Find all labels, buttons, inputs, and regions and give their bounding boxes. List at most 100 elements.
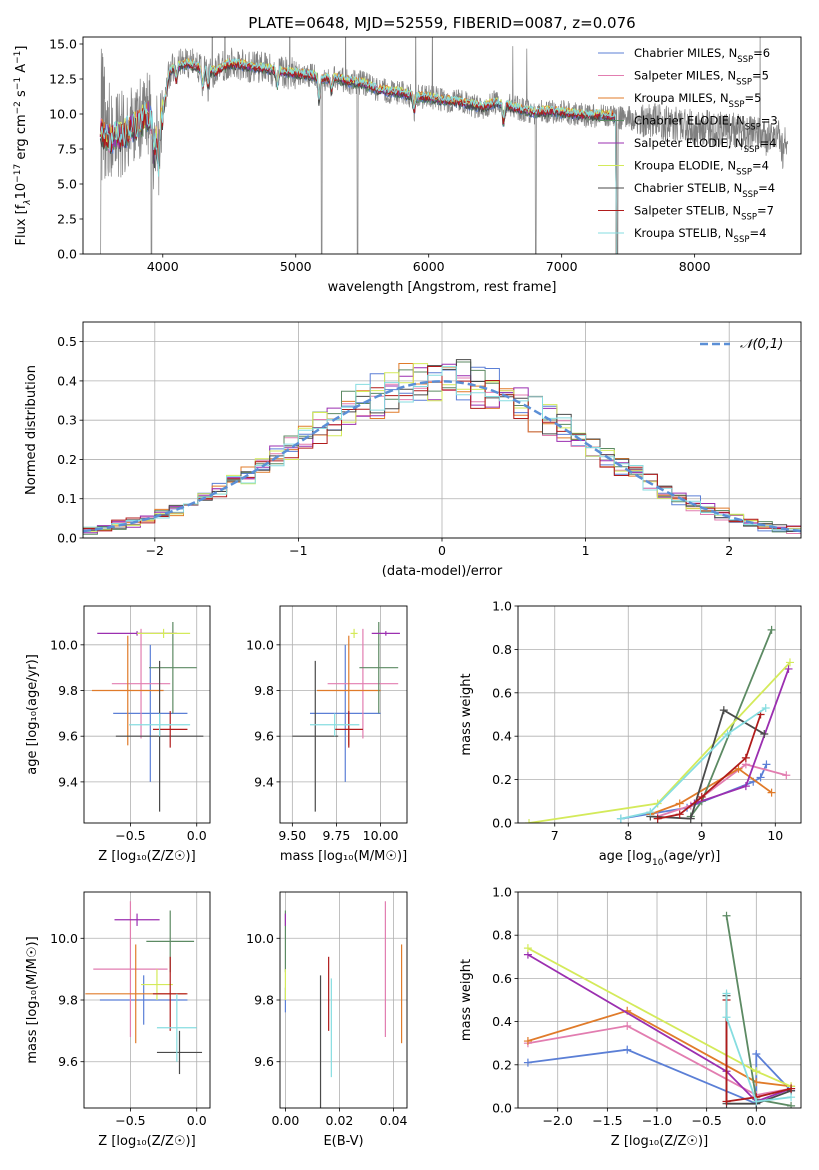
- y-tick-label: 9.8: [58, 683, 78, 698]
- legend-post: =7: [757, 204, 774, 218]
- weight-marker: [722, 1013, 731, 1022]
- weight-line: [527, 953, 792, 1103]
- errorbar-point: [156, 1030, 203, 1075]
- model-line: [99, 58, 617, 254]
- x-tick-label: 8000: [679, 259, 711, 274]
- model-line: [99, 62, 617, 254]
- model-line: [99, 59, 617, 254]
- x-tick-label: −1.5: [592, 1113, 622, 1128]
- y-tick-label: 10.0: [50, 637, 78, 652]
- y-tick-label: 0.6: [492, 971, 512, 986]
- ticks: −2 −1 0 1 2 0.0 0.1 0.2 0.3 0.4 0.5: [57, 334, 733, 558]
- x-axis-label: (data-model)/error: [382, 564, 503, 579]
- y-axis-label: Flux [fλ10−17 erg cm−2 s−1 A−1]: [13, 46, 33, 246]
- grid: [280, 892, 407, 1108]
- y-tick-label: 0.2: [57, 452, 77, 467]
- x-tick-label: 7000: [546, 259, 578, 274]
- weight-marker: [523, 944, 532, 953]
- errorbar-point: [111, 628, 171, 739]
- y-tick-label: 10.0: [246, 931, 274, 946]
- legend-sub: SSP: [737, 55, 753, 65]
- weight-line: [527, 1024, 792, 1096]
- axes-frame: [83, 605, 211, 824]
- weight-series: [722, 911, 796, 1108]
- legend-post: =4: [752, 159, 769, 173]
- y-tick-label: 0.4: [492, 729, 512, 744]
- ticks: 4000 5000 6000 7000 8000 0.0 2.5 5.0 7.5 10.0 12.5…: [49, 37, 710, 275]
- weight-marker: [760, 730, 769, 739]
- weight-line: [725, 1000, 792, 1103]
- weight-marker: [782, 771, 791, 780]
- y-tick-label: 9.6: [58, 729, 78, 744]
- y-tick-label: 9.8: [58, 993, 78, 1008]
- axes-spectrum: 4000 5000 6000 7000 8000 0.0 2.5 5.0 7.5 10.0 12.5…: [13, 37, 802, 295]
- axes-massweight_vs_age: 7 8 9 10 0.0 0.2 0.4 0.6 0.8 1.0 mass weight age [l…: [459, 599, 802, 868]
- y-tick-label: 9.6: [58, 1054, 78, 1069]
- legend-item: Chabrier MILES, NSSP=6: [598, 46, 770, 65]
- y-tick-label: 0.0: [57, 531, 77, 546]
- legend-sub: SSP: [734, 235, 750, 245]
- x-tick-label: 0.04: [380, 1113, 408, 1128]
- model-line: [99, 59, 617, 254]
- errorbar-point: [114, 913, 160, 926]
- errorbar-point: [309, 644, 381, 782]
- weight-marker: [761, 703, 770, 712]
- errorbar-point: [141, 969, 173, 1000]
- x-tick-label: 0.0: [187, 828, 207, 843]
- x-tick-label: −0.5: [115, 828, 145, 843]
- legend-item: Salpeter MILES, NSSP=5: [598, 69, 769, 88]
- weight-marker: [523, 1037, 532, 1046]
- y-axis-label-part: −1: [13, 51, 23, 64]
- errorbar-point: [327, 628, 399, 739]
- axes-frame: [517, 605, 802, 824]
- model-line: [99, 57, 617, 254]
- weight-marker: [752, 1097, 761, 1106]
- x-tick-label: 0.0: [187, 1113, 207, 1128]
- x-axis-label: age [log10(age/yr)]: [599, 849, 721, 868]
- x-tick-label: 2: [725, 543, 733, 558]
- y-tick-label: 0.3: [57, 413, 77, 428]
- axes-frame: [279, 891, 408, 1109]
- weight-marker: [616, 814, 625, 823]
- legend-sub: SSP: [736, 168, 752, 178]
- plot-area: [523, 911, 796, 1108]
- axes-mass_vs_Z: −0.5 0.0 9.6 9.8 10.0 Z [log₁₀(Z/Z☉)] mass [lo…: [25, 891, 211, 1149]
- x-tick-label: 0.0: [746, 1113, 766, 1128]
- y-tick-label: 2.5: [57, 212, 77, 227]
- x-tick-label: −1.0: [642, 1113, 672, 1128]
- legend-sub: SSP: [736, 78, 752, 88]
- weight-marker: [686, 814, 695, 823]
- x-tick-label: 1: [582, 543, 590, 558]
- legend-item: Salpeter STELIB, NSSP=7: [598, 204, 774, 223]
- x-axis-label: mass [log₁₀(M/M☉)]: [280, 849, 407, 864]
- weight-marker: [767, 788, 776, 797]
- x-axis-label-part: age [log: [599, 849, 652, 864]
- x-tick-label: 9.75: [323, 828, 351, 843]
- weight-marker: [722, 1097, 731, 1106]
- errorbar-point: [93, 901, 168, 1038]
- errorbar-point: [99, 975, 188, 1025]
- legend-text: Salpeter STELIB, N: [634, 204, 741, 218]
- weight-marker: [697, 792, 706, 801]
- errorbar-point: [350, 628, 358, 638]
- weight-marker: [756, 773, 765, 782]
- y-tick-label: 0.2: [492, 772, 512, 787]
- weight-marker: [784, 664, 793, 673]
- normal-curve: [83, 380, 801, 533]
- legend-text: Salpeter MILES, N: [634, 69, 736, 83]
- plot-area: [99, 37, 789, 254]
- y-axis-label-part: λ: [23, 199, 33, 205]
- y-tick-label: 0.4: [492, 1014, 512, 1029]
- legend-label: Kroupa ELODIE, NSSP=4: [634, 159, 769, 178]
- errorbar-point: [152, 711, 188, 748]
- y-tick-label: 9.4: [58, 774, 78, 789]
- y-tick-label: 9.6: [254, 729, 274, 744]
- axes-mass_vs_ebv: 0.00 0.02 0.04 9.6 9.8 10.0 E(B-V): [246, 891, 408, 1149]
- y-axis-label-part: ]: [14, 46, 29, 51]
- x-axis-label: Z [log₁₀(Z/Z☉)]: [98, 849, 195, 864]
- x-tick-label: 4000: [147, 259, 179, 274]
- legend-post: =3: [761, 114, 778, 128]
- y-axis-label-part: −2: [13, 101, 23, 114]
- weight-marker: [734, 764, 743, 773]
